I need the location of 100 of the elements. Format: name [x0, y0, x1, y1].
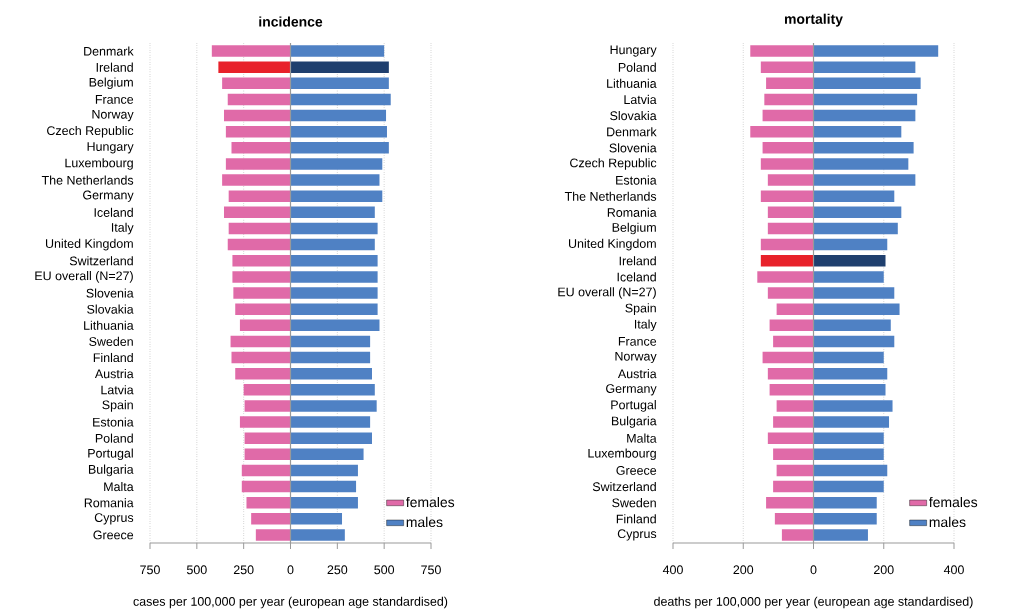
bar	[813, 255, 886, 267]
bar	[762, 351, 814, 364]
bar	[813, 480, 884, 493]
legend-label: males	[406, 516, 443, 528]
bar	[225, 158, 291, 170]
bar	[290, 255, 378, 267]
bar	[813, 416, 890, 428]
y-tick-label: Norway	[92, 110, 134, 122]
y-tick-label: Iceland	[94, 207, 133, 217]
bar	[290, 93, 391, 106]
y-tick-label: Sweden	[89, 336, 133, 346]
bar	[813, 238, 888, 251]
bar	[225, 125, 291, 138]
y-tick-label: EU overall (N=27)	[35, 271, 133, 283]
bar	[762, 109, 814, 122]
bar	[813, 158, 909, 170]
bar	[776, 400, 814, 412]
y-tick-label: Italy	[111, 222, 134, 235]
y-tick-label: Switzerland	[69, 256, 133, 266]
bar	[766, 77, 814, 90]
y-tick-label: Bulgaria	[611, 416, 657, 428]
bar	[290, 529, 345, 541]
bar	[241, 480, 291, 493]
bar	[290, 77, 389, 90]
bar	[767, 222, 814, 235]
bar	[813, 384, 886, 396]
bar	[813, 142, 914, 154]
y-tick-label: Spain	[102, 400, 133, 412]
chart-title: incidence	[259, 16, 323, 27]
bar	[764, 93, 814, 106]
bar	[767, 206, 814, 219]
x-tick-label: 200	[733, 565, 754, 575]
y-tick-label: Lithuania	[84, 320, 134, 330]
y-tick-label: Austria	[94, 369, 134, 379]
bar	[773, 480, 814, 493]
y-tick-label: Estonia	[616, 175, 657, 185]
bar	[255, 529, 291, 541]
y-tick-label: Finland	[616, 514, 656, 524]
bar	[769, 319, 814, 332]
y-tick-label: The Netherlands	[564, 191, 657, 201]
x-axis-title: deaths per 100,000 per year (european age standardised)	[654, 596, 973, 609]
bar	[813, 335, 895, 348]
bar	[290, 303, 378, 315]
x-tick-label: 500	[374, 565, 395, 575]
y-tick-label: Denmark	[84, 46, 134, 56]
bar	[290, 45, 385, 57]
bar	[222, 174, 291, 186]
bar	[290, 416, 371, 428]
bar	[767, 287, 814, 299]
y-tick-label: Hungary	[87, 142, 134, 154]
y-tick-label: Slovenia	[609, 143, 657, 153]
bar	[244, 400, 291, 412]
y-tick-label: Portugal	[88, 448, 133, 461]
y-tick-label: Czech Republic	[570, 158, 657, 170]
bar	[750, 45, 814, 57]
y-tick-label: Finland	[93, 352, 133, 363]
bar	[813, 496, 877, 509]
bar	[290, 351, 371, 364]
y-tick-label: Spain	[625, 303, 656, 315]
bar	[290, 109, 387, 122]
y-tick-label: Germany	[83, 190, 134, 202]
bar	[230, 335, 291, 348]
bar	[218, 61, 291, 73]
bar	[813, 319, 891, 332]
y-tick-label: Greece	[93, 530, 134, 540]
y-tick-label: Romania	[607, 207, 657, 217]
bar	[767, 367, 814, 380]
x-tick-label: 250	[327, 565, 348, 575]
bar	[290, 464, 358, 477]
y-tick-label: Germany	[606, 384, 657, 396]
bar	[244, 432, 291, 444]
y-tick-label: Lithuania	[607, 78, 657, 88]
bar	[760, 158, 814, 170]
y-tick-label: Czech Republic	[47, 125, 134, 138]
bar	[290, 480, 357, 493]
bar	[227, 238, 291, 251]
y-tick-label: Iceland	[617, 272, 656, 282]
bar	[813, 400, 893, 412]
y-tick-label: Hungary	[610, 45, 657, 57]
legend-label: males	[929, 516, 966, 528]
bar	[227, 93, 291, 106]
bar	[813, 287, 895, 299]
y-tick-label: Malta	[627, 433, 657, 443]
bar	[239, 416, 291, 428]
bar	[239, 319, 291, 332]
bar	[813, 271, 884, 283]
y-tick-label: Slovenia	[86, 288, 134, 298]
y-tick-label: Belgium	[612, 222, 656, 235]
x-tick-label: 500	[186, 565, 207, 575]
y-tick-label: Estonia	[93, 417, 134, 427]
bar	[243, 384, 291, 396]
bar	[813, 190, 895, 202]
bar	[228, 190, 291, 202]
bar	[222, 77, 291, 90]
bar	[290, 190, 383, 202]
bar	[224, 206, 291, 219]
y-tick-label: Latvia	[624, 94, 657, 105]
bar	[757, 271, 814, 283]
bar	[290, 513, 343, 525]
bar	[813, 206, 902, 219]
